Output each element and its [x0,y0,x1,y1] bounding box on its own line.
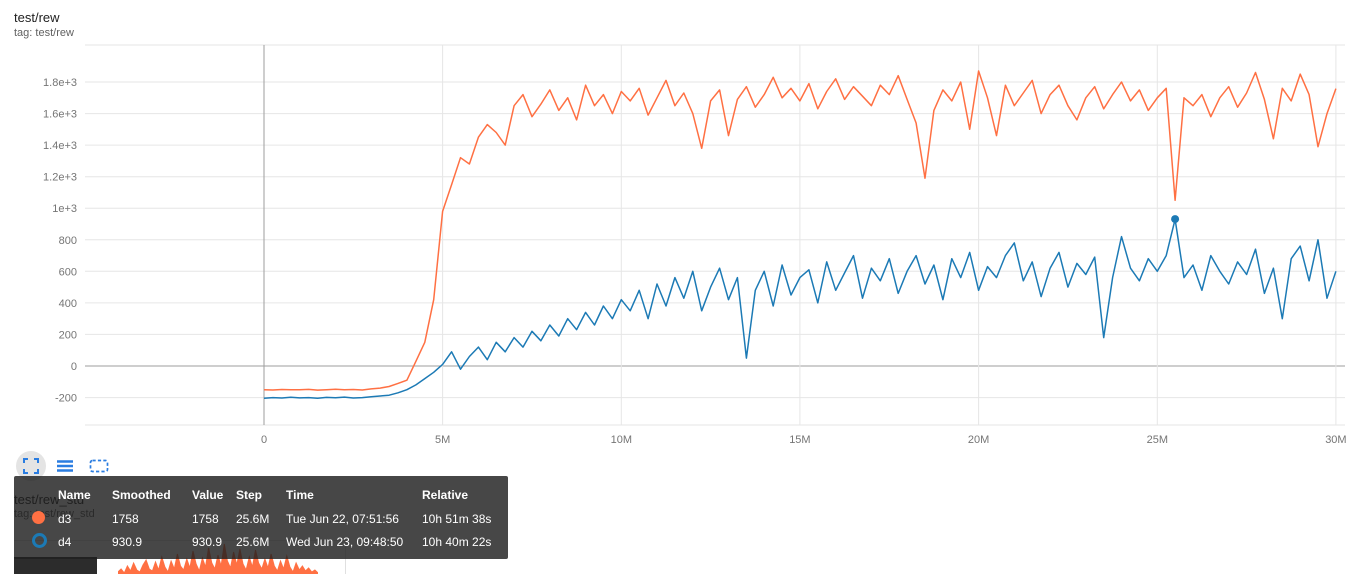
hover-tooltip: Name Smoothed Value Step Time Relative d3 1758… [14,476,508,559]
chart-tag: tag: test/rew [14,27,74,39]
x-tick-label: 10M [611,434,632,446]
y-tick-label: 800 [59,235,77,247]
y-tick-label: 1.8e+3 [43,77,77,89]
fit-domain-icon [89,459,109,473]
x-tick-label: 15M [789,434,810,446]
tooltip-col-name: Name [58,488,91,502]
y-tick-label: 1e+3 [52,203,77,215]
run-color-swatch [32,532,47,548]
run-color-swatch [32,510,45,524]
secondary-tooltip-fragment [14,557,97,574]
y-tick-label: 600 [59,266,77,278]
tooltip-cell: 25.6M [236,511,270,526]
tooltip-cell: 1758 [192,511,219,526]
menu-icon [57,460,73,472]
tooltip-col-step: Step [236,488,263,502]
main-line-chart[interactable]: -200 0 200 400 600 800 1e+3 1.2e+3 1.4e+3 1.6e+3 1… [0,0,1358,455]
tooltip-header-row: Name Smoothed Value Step Time Relative [14,483,508,507]
tooltip-cell: 930.9 [192,534,223,549]
expand-icon [23,458,39,474]
tooltip-cell: d4 [58,534,72,549]
tooltip-cell: Wed Jun 23, 09:48:50 [286,534,404,549]
y-tick-label: 0 [71,361,77,373]
tooltip-cell: Tue Jun 22, 07:51:56 [286,511,399,526]
tooltip-cell: 1758 [112,511,139,526]
tooltip-row-d4: d4 930.9 930.9 25.6M Wed Jun 23, 09:48:50 10h… [14,530,508,553]
y-tick-label: 1.6e+3 [43,109,77,121]
tooltip-cell: 10h 40m 22s [422,534,492,549]
x-tick-label: 5M [435,434,450,446]
tooltip-row-d3: d3 1758 1758 25.6M Tue Jun 22, 07:51:56 10h 5… [14,507,508,530]
tooltip-cell: 10h 51m 38s [422,511,492,526]
y-tick-label: 400 [59,298,77,310]
y-tick-label: 1.2e+3 [43,172,77,184]
tooltip-cell: d3 [58,511,72,526]
x-tick-label: 20M [968,434,989,446]
tooltip-col-relative: Relative [422,488,469,502]
x-tick-label: 25M [1147,434,1168,446]
chart-title: test/rew [14,10,60,25]
series-d3 [263,70,1337,391]
std-series [118,543,318,574]
hover-point-marker [1171,215,1180,224]
fit-domain-button[interactable] [84,451,114,481]
std-area-chart [118,543,318,574]
tooltip-col-smoothed: Smoothed [112,488,171,502]
y-tick-label: 200 [59,329,77,341]
tooltip-cell: 25.6M [236,534,270,549]
menu-button[interactable] [50,451,80,481]
y-tick-label: 1.4e+3 [43,140,77,152]
series-d4 [263,218,1337,400]
tooltip-col-time: Time [286,488,314,502]
y-tick-label: -200 [55,393,77,405]
x-tick-label: 0 [261,434,267,446]
x-tick-label: 30M [1325,434,1346,446]
tooltip-col-value: Value [192,488,224,502]
tooltip-cell: 930.9 [112,534,143,549]
